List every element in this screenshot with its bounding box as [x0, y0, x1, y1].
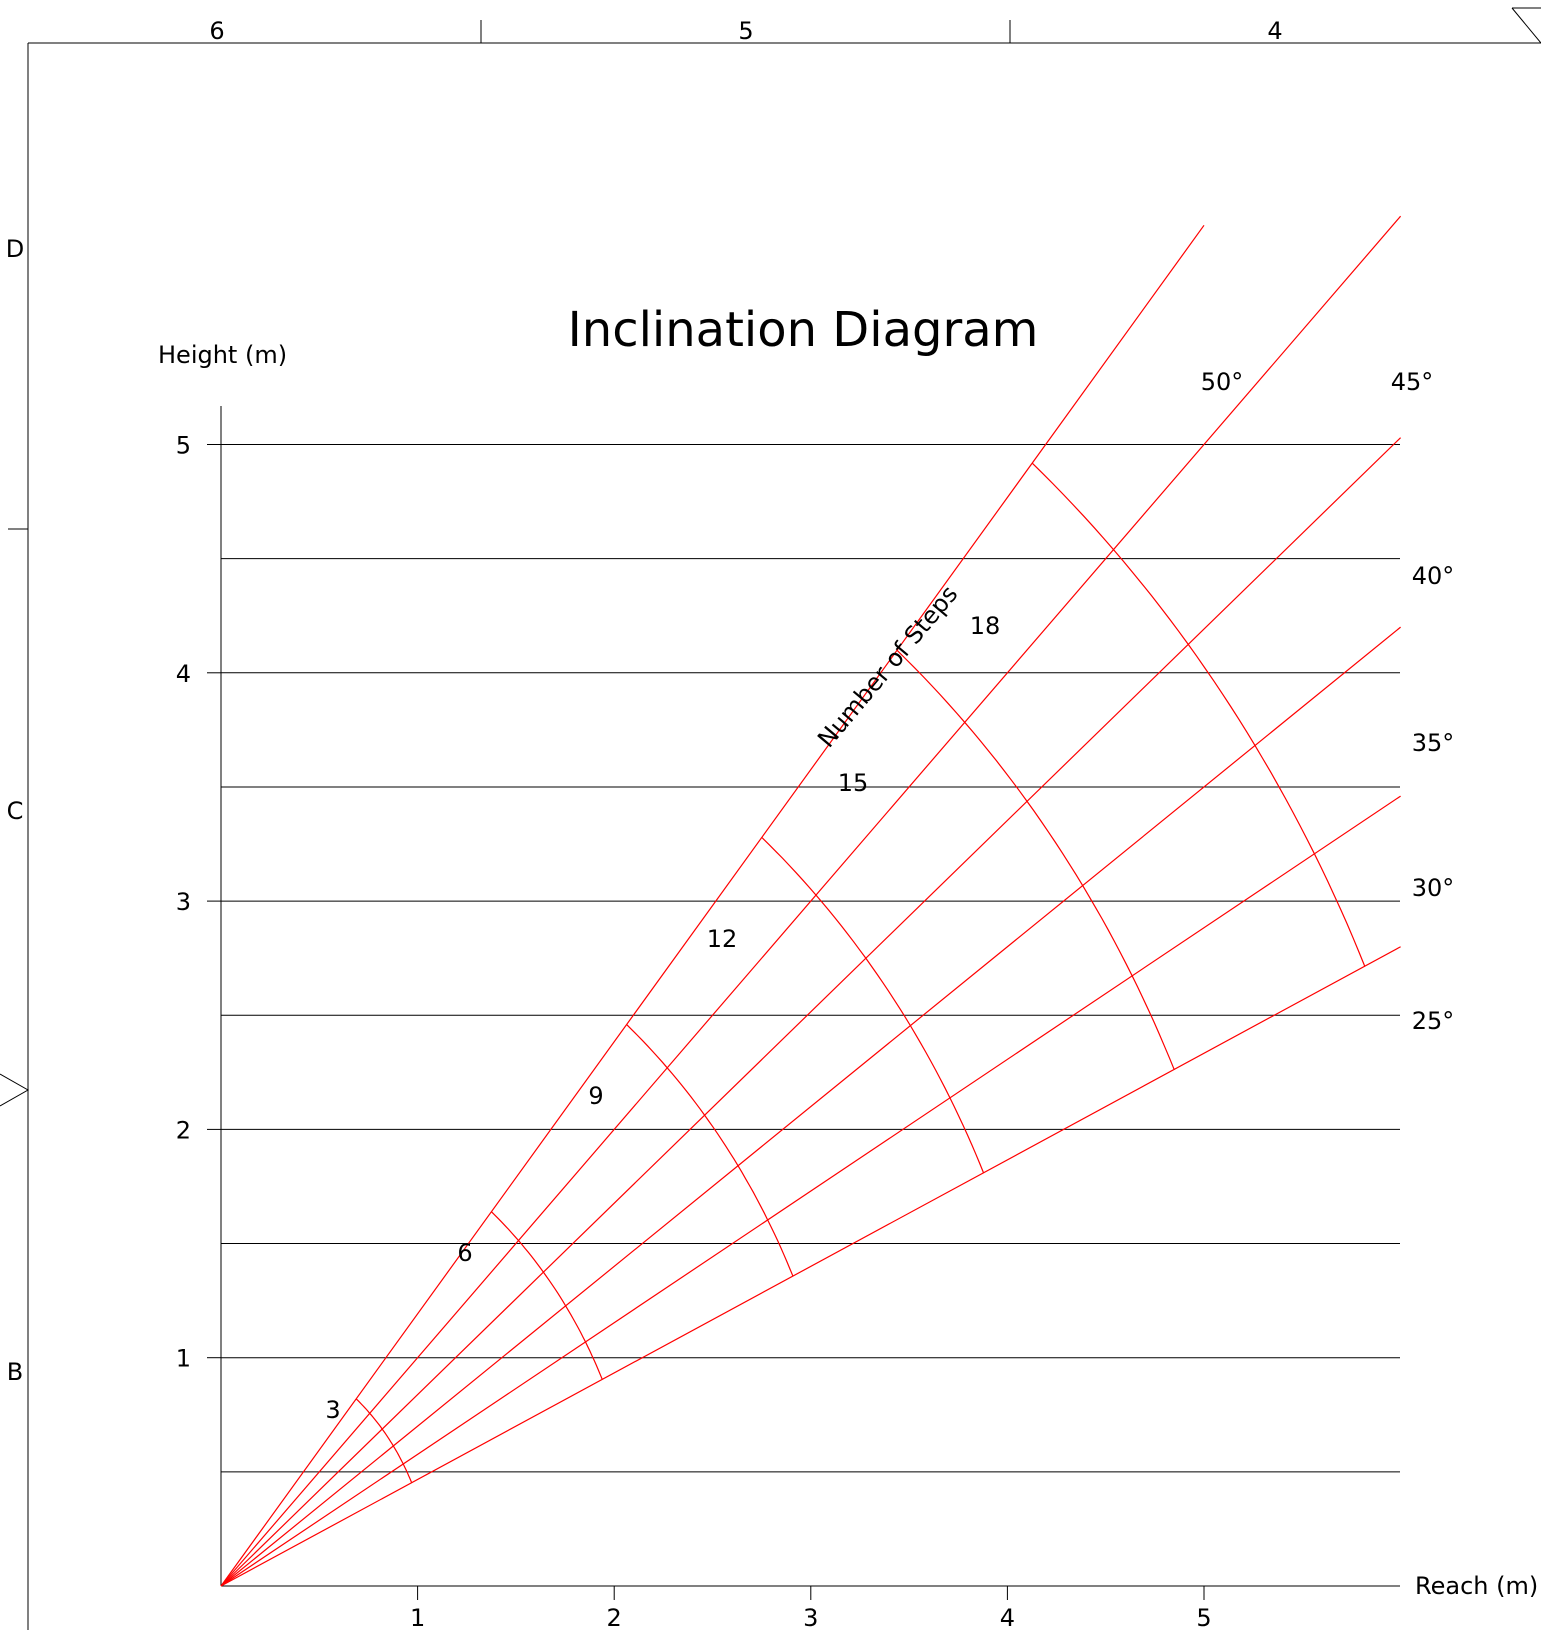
- frame-zone-label-top: 4: [1267, 17, 1282, 45]
- inclination-ray: [220, 224, 1205, 1587]
- angle-label: 25°: [1412, 1007, 1455, 1035]
- inclination-ray: [220, 626, 1401, 1587]
- step-arc: [355, 1398, 413, 1484]
- chart-title: Inclination Diagram: [568, 302, 1039, 358]
- frame-orientation-marker: [1511, 7, 1541, 44]
- angle-label: 35°: [1412, 729, 1455, 757]
- frame-zone-label-side: D: [6, 235, 24, 263]
- inclination-ray: [220, 437, 1402, 1587]
- x-tick-label: 3: [803, 1604, 818, 1630]
- x-tick-label: 4: [1000, 1604, 1015, 1630]
- step-count-label: 9: [588, 1082, 603, 1110]
- step-arc: [626, 1024, 794, 1277]
- y-tick-label: 4: [176, 660, 191, 688]
- inclination-rays: [220, 215, 1402, 1587]
- angle-label: 40°: [1412, 562, 1455, 590]
- axis-ticks: [207, 444, 1205, 1600]
- x-tick-label: 5: [1196, 1604, 1211, 1630]
- y-axis-label: Height (m): [158, 341, 287, 369]
- y-tick-label: 2: [176, 1116, 191, 1144]
- inclination-ray: [220, 795, 1401, 1587]
- step-count-label: 15: [838, 769, 869, 797]
- y-tick-label: 3: [176, 888, 191, 916]
- step-arc: [761, 837, 985, 1174]
- axes: [220, 406, 1400, 1587]
- inclination-ray: [220, 215, 1402, 1587]
- y-tick-label: 5: [176, 432, 191, 460]
- y-tick-label: 1: [176, 1345, 191, 1373]
- x-tick-label: 2: [607, 1604, 622, 1630]
- step-count-label: 3: [325, 1396, 340, 1424]
- step-arc: [490, 1211, 603, 1380]
- horizontal-grid: [221, 444, 1400, 1473]
- step-arcs: [355, 462, 1366, 1484]
- frame-centering-marker: [0, 1073, 30, 1107]
- frame-zone-label-top: 6: [209, 17, 224, 45]
- inclination-ray: [220, 946, 1401, 1587]
- x-axis-label: Reach (m): [1415, 1572, 1538, 1600]
- angle-label: 50°: [1201, 368, 1244, 396]
- step-arc: [896, 649, 1175, 1071]
- step-count-label: 12: [707, 925, 738, 953]
- x-tick-label: 1: [410, 1604, 425, 1630]
- step-count-label: 18: [970, 612, 1001, 640]
- frame-zone-label-top: 5: [738, 17, 753, 45]
- step-arc: [1031, 462, 1366, 967]
- frame-zone-label-side: C: [7, 797, 24, 825]
- number-of-steps-label: Number of Steps: [812, 580, 963, 753]
- step-count-label: 6: [457, 1239, 472, 1267]
- drawing-frame: 6 5 4 D C B: [0, 7, 1541, 1630]
- angle-label: 45°: [1391, 368, 1434, 396]
- angle-label: 30°: [1412, 874, 1455, 902]
- frame-zone-label-side: B: [7, 1358, 23, 1386]
